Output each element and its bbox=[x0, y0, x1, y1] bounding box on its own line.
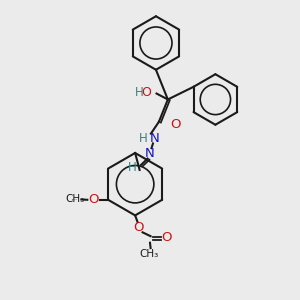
Text: O: O bbox=[88, 193, 99, 206]
Text: H: H bbox=[135, 85, 144, 98]
Text: N: N bbox=[150, 132, 159, 145]
Text: O: O bbox=[133, 221, 143, 234]
Text: methoxy: methoxy bbox=[72, 199, 79, 200]
Text: O: O bbox=[170, 118, 181, 131]
Text: H: H bbox=[128, 161, 136, 174]
Text: O: O bbox=[141, 85, 151, 98]
Text: N: N bbox=[145, 147, 155, 160]
Text: H: H bbox=[139, 132, 148, 145]
Text: O: O bbox=[161, 231, 171, 244]
Text: CH₃: CH₃ bbox=[140, 249, 159, 259]
Text: CH₃: CH₃ bbox=[66, 194, 85, 204]
